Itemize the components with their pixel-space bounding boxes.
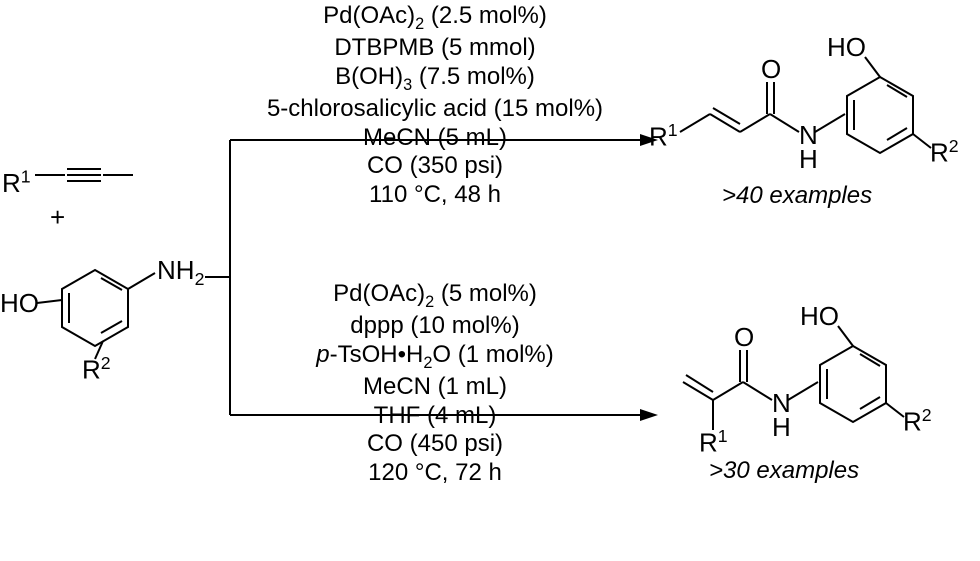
reactant-alkyne: R1: [2, 166, 31, 199]
prod-bot-r1: R1: [699, 426, 728, 459]
product-bottom: R1 O N H HO R2: [655, 306, 980, 476]
cond-bot-5: THF (4 mL): [235, 402, 635, 431]
r2-label: R2: [82, 353, 111, 386]
cond-top-4: 5-chlorosalicylic acid (15 mol%): [235, 95, 635, 124]
triple-bond-icon: [35, 165, 135, 185]
cond-bot-1: Pd(OAc)2 (5 mol%): [235, 280, 635, 312]
prod-top-r1: R1: [649, 120, 678, 153]
prod-bot-O: O: [734, 322, 754, 353]
prod-bot-H: H: [772, 412, 791, 443]
reaction-scheme: Pd(OAc)2 (2.5 mol%) DTBPMB (5 mmol) B(OH…: [0, 0, 980, 561]
prod-top-H: H: [799, 144, 818, 175]
prod-bot-HO: HO: [800, 301, 839, 332]
examples-top: >40 examples: [722, 182, 872, 210]
conditions-top: Pd(OAc)2 (2.5 mol%) DTBPMB (5 mmol) B(OH…: [235, 2, 635, 209]
product-top-structure-icon: [655, 32, 980, 202]
r1-label: R1: [2, 168, 31, 198]
cond-top-3: B(OH)3 (7.5 mol%): [235, 63, 635, 95]
cond-bot-7: 120 °C, 72 h: [235, 459, 635, 488]
cond-top-5: MeCN (5 mL): [235, 124, 635, 153]
ho-label: HO: [0, 288, 39, 319]
examples-bottom: >30 examples: [709, 457, 859, 485]
cond-bot-6: CO (450 psi): [235, 430, 635, 459]
cond-bot-4: MeCN (1 mL): [235, 373, 635, 402]
cond-top-2: DTBPMB (5 mmol): [235, 34, 635, 63]
plus-sign: +: [50, 202, 65, 233]
prod-top-r2: R2: [930, 136, 959, 169]
nh2-label: NH2: [157, 255, 204, 290]
prod-bot-r2: R2: [903, 405, 932, 438]
reactant-aminophenol: NH2 HO R2: [0, 233, 210, 383]
cond-top-7: 110 °C, 48 h: [235, 181, 635, 210]
cond-top-1: Pd(OAc)2 (2.5 mol%): [235, 2, 635, 34]
cond-top-6: CO (350 psi): [235, 152, 635, 181]
cond-bot-3: p-TsOH•H2O (1 mol%): [235, 341, 635, 373]
product-top: R1 O N H HO R2: [655, 32, 980, 202]
conditions-bottom: Pd(OAc)2 (5 mol%) dppp (10 mol%) p-TsOH•…: [235, 280, 635, 487]
prod-top-O: O: [761, 54, 781, 85]
prod-top-HO: HO: [827, 32, 866, 63]
cond-bot-2: dppp (10 mol%): [235, 312, 635, 341]
